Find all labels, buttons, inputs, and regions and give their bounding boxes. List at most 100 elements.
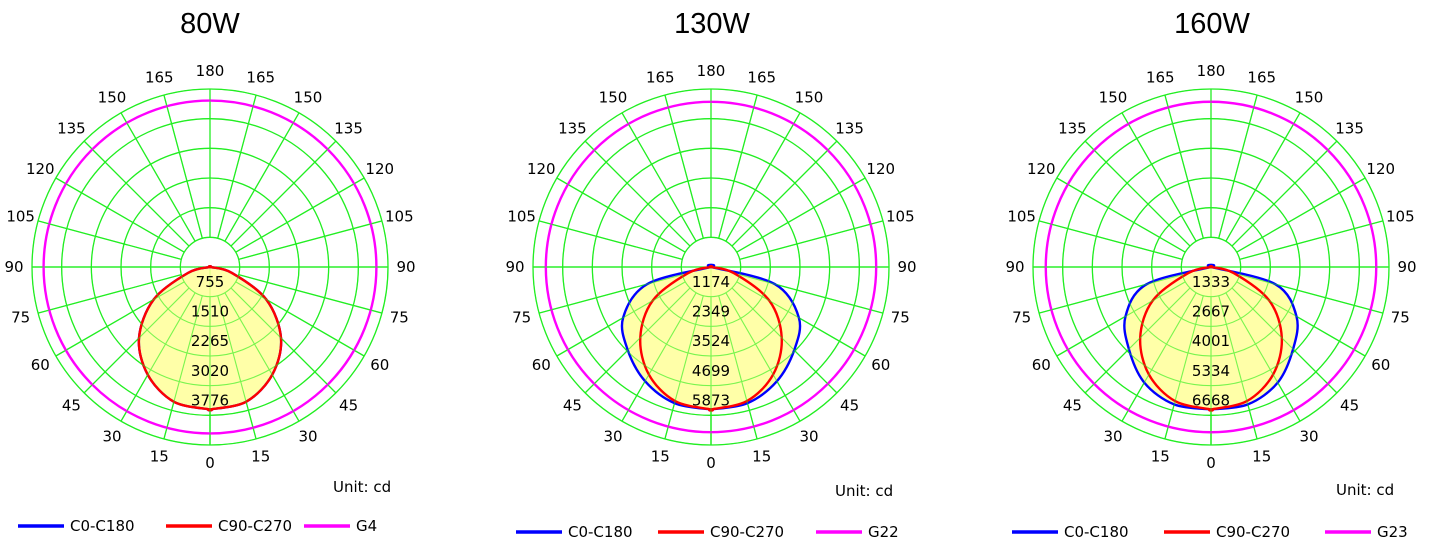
grid-overlay (1032, 88, 1390, 446)
angle-label: 165 (246, 69, 275, 87)
grid-spoke (1121, 112, 1197, 242)
grid-spoke (1231, 140, 1338, 247)
grid-spoke (1239, 274, 1384, 314)
angle-label: 0 (205, 454, 215, 472)
angle-label: 75 (390, 309, 409, 327)
chart-title: 160W (1174, 8, 1250, 40)
angle-label: 45 (1340, 397, 1359, 415)
grid-spoke (621, 112, 697, 242)
grid-spoke (718, 94, 758, 239)
grid-spoke (718, 295, 758, 440)
angle-label: 60 (1032, 356, 1051, 374)
grid-spoke (230, 140, 337, 247)
legend-label-C0-C180: C0-C180 (70, 517, 135, 535)
angle-label: 135 (334, 119, 363, 137)
legend-svg: C0-C180 C90-C270 G4 (18, 517, 377, 535)
grid-spoke (538, 274, 683, 314)
grid-spoke (664, 295, 704, 440)
angle-label: 105 (1386, 207, 1415, 225)
grid-spoke (120, 112, 196, 242)
angle-label: 45 (62, 397, 81, 415)
grid-spoke (1164, 295, 1204, 440)
angle-label: 135 (57, 119, 86, 137)
grid-spoke (731, 140, 838, 247)
angle-label: 120 (866, 160, 895, 178)
grid-spoke (1225, 292, 1301, 422)
grid-spoke (1239, 220, 1384, 260)
angle-label: 45 (563, 397, 582, 415)
grid-spoke (163, 295, 203, 440)
angle-label: 45 (339, 397, 358, 415)
angle-label: 15 (1252, 447, 1271, 465)
grid-spoke (725, 292, 801, 422)
grid-spoke (1056, 281, 1186, 357)
angle-label: 15 (752, 447, 771, 465)
legend-label-C90-C270: C90-C270 (218, 517, 292, 535)
polar-chart-160w: 1333 2667 4001 5334 6668 0 15 15 30 30 45 45 60 60 75 7… (1005, 62, 1416, 472)
chart-title: 80W (180, 8, 240, 40)
legend-label-G4: G4 (356, 517, 377, 535)
angle-label: 60 (370, 356, 389, 374)
angle-label: 75 (1012, 309, 1031, 327)
grid-spoke (556, 281, 686, 357)
angle-label: 120 (365, 160, 394, 178)
legend-label-C0-C180: C0-C180 (1064, 523, 1129, 541)
grid-spoke (725, 112, 801, 242)
radial-label: 2265 (191, 332, 229, 350)
grid-spoke (1038, 274, 1183, 314)
grid-spoke (1225, 112, 1301, 242)
grid-spoke (739, 220, 884, 260)
grid-spoke (736, 177, 866, 253)
grid-overlay (532, 88, 890, 446)
angle-label: 90 (396, 258, 415, 276)
angle-label: 120 (1027, 160, 1056, 178)
angle-label: 90 (897, 258, 916, 276)
grid-spoke (37, 274, 182, 314)
grid-spoke (235, 281, 365, 357)
grid-spoke (238, 274, 383, 314)
grid-spoke (556, 177, 686, 253)
angle-label: 90 (4, 258, 23, 276)
unit-label: Unit: cd (333, 478, 392, 496)
grid-spoke (1056, 177, 1186, 253)
angle-label: 15 (651, 447, 670, 465)
grid-overlay (31, 88, 389, 446)
panel-130w: 130W 1174 2349 3524 4699 5873 0 15 15 30 30 45 45 60… (480, 0, 960, 542)
radial-label: 6668 (1192, 392, 1230, 410)
angle-label: 150 (1099, 88, 1128, 106)
polar-chart-80w: 755 1510 2265 3020 3776 0 15 15 30 30 45 45 60 60 75 75… (4, 62, 415, 472)
grid-spoke (55, 177, 185, 253)
series-C90-C270 (639, 265, 783, 412)
radial-label: 5873 (692, 392, 730, 410)
legend: C0-C180 C90-C270 G22 (516, 522, 956, 542)
angle-label: 180 (697, 62, 726, 80)
legend-label-C0-C180: C0-C180 (568, 523, 633, 541)
grid-spoke (224, 112, 300, 242)
angle-label: 120 (26, 160, 55, 178)
unit-label: Unit: cd (835, 482, 894, 500)
grid-spoke (739, 274, 884, 314)
radial-label: 755 (196, 273, 225, 291)
angle-label: 180 (196, 62, 225, 80)
angle-label: 105 (886, 207, 915, 225)
legend-label-C90-C270: C90-C270 (710, 523, 784, 541)
grid-spoke (731, 287, 838, 394)
angle-label: 30 (1299, 428, 1318, 446)
angle-label: 90 (1005, 258, 1024, 276)
grid-spoke (1164, 94, 1204, 239)
angle-label: 75 (1391, 309, 1410, 327)
radial-label: 3776 (191, 392, 229, 410)
angle-label: 45 (840, 397, 859, 415)
angle-label: 60 (31, 356, 50, 374)
grid-spoke (238, 220, 383, 260)
grid-spoke (1084, 140, 1191, 247)
angle-label: 0 (1206, 454, 1216, 472)
grid-spoke (1038, 220, 1183, 260)
angle-label: 0 (706, 454, 716, 472)
grid-spoke (217, 94, 257, 239)
grid-spoke (37, 220, 182, 260)
angle-label: 120 (527, 160, 556, 178)
radial-label: 4699 (692, 362, 730, 380)
angle-label: 120 (1366, 160, 1395, 178)
angle-label: 75 (512, 309, 531, 327)
